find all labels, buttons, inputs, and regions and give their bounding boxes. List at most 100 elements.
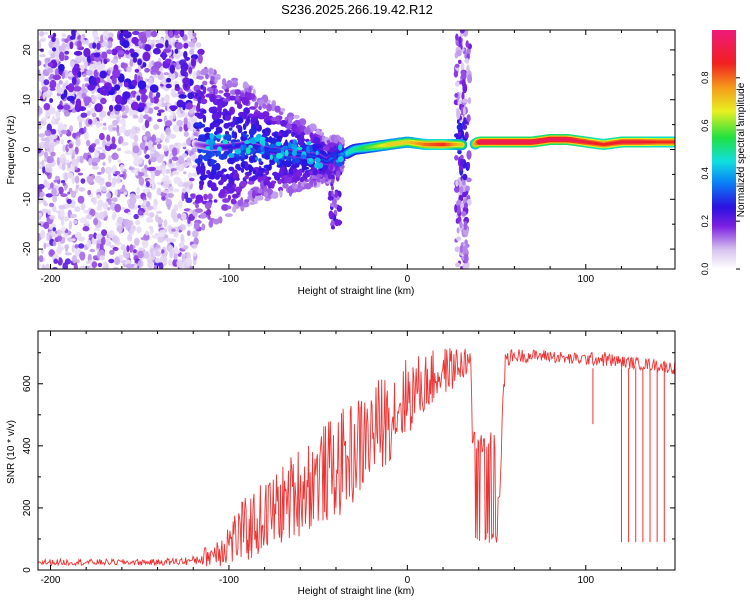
spectrogram-noise-blob xyxy=(194,116,198,121)
spectrogram-band-blob xyxy=(455,180,459,187)
spectrogram-noise-blob xyxy=(64,216,69,222)
snr-panel: -200 -100 0 100 0 200 400 600 Height of straigh… xyxy=(6,330,676,597)
spectrogram-noise-blob xyxy=(87,189,92,196)
spectrogram-noise-blob xyxy=(93,228,100,231)
spectrogram-noise-blob xyxy=(61,218,65,227)
spectrogram-noise-blob xyxy=(127,129,133,133)
spectrogram-noise-blob xyxy=(38,199,42,204)
spectrogram-noise-blob xyxy=(95,211,99,219)
spectrogram-noise-blob xyxy=(148,107,154,114)
spectrogram-noise-blob xyxy=(64,50,70,55)
spectrogram-noise-blob xyxy=(78,120,83,129)
snr-x-label: Height of straight line (km) xyxy=(298,586,415,597)
spectrogram-noise-blob xyxy=(52,74,61,81)
spectrogram-transition-blob xyxy=(216,126,223,134)
spectrogram-noise-blob xyxy=(84,59,88,69)
spectrogram-transition-blob xyxy=(303,127,311,135)
spectrogram-transition-blob xyxy=(194,123,202,127)
spectrogram-transition-blob xyxy=(248,128,256,136)
snr-y-label: SNR (10 * v/v) xyxy=(6,420,17,484)
spectrogram-ridge-blob xyxy=(287,141,292,149)
spectrogram-noise-blob xyxy=(99,211,104,220)
spectrogram-ridge-blob xyxy=(255,156,259,161)
spectrogram-transition-blob xyxy=(243,107,251,115)
spectrogram-noise-blob xyxy=(94,139,100,145)
spectrogram-noise-blob xyxy=(46,234,50,242)
spectrogram-noise-blob xyxy=(169,64,175,74)
spectrogram-noise-blob xyxy=(40,248,44,255)
spectrogram-noise-blob xyxy=(98,152,106,160)
spectrogram-transition-blob xyxy=(208,220,214,228)
spectrogram-noise-blob xyxy=(92,197,98,205)
spectrogram-noise-blob xyxy=(74,206,81,213)
spectrogram-noise-blob xyxy=(124,105,129,114)
spectrogram-transition-blob xyxy=(231,193,239,199)
spectrogram-noise-blob xyxy=(116,216,123,225)
spectrogram-transition-blob xyxy=(240,167,245,173)
spectrogram-noise-blob xyxy=(171,156,179,161)
spectrogram-noise-blob xyxy=(184,56,191,61)
spectrogram-noise-blob xyxy=(82,226,90,232)
spectrogram-noise-blob xyxy=(158,229,166,238)
spectrogram-noise-blob xyxy=(172,112,176,120)
spectrogram-noise-blob xyxy=(142,51,151,62)
spectrogram-transition-blob xyxy=(286,124,293,130)
spectrogram-transition-blob xyxy=(206,169,211,175)
spectrogram-noise-blob xyxy=(38,90,41,98)
spectrogram-noise-blob xyxy=(129,244,134,253)
spectrogram-noise-blob xyxy=(163,72,170,76)
spectrogram-noise-blob xyxy=(162,181,170,189)
spectrogram-noise-blob xyxy=(64,38,69,43)
spectrogram-noise-blob xyxy=(121,115,128,119)
spectrogram-noise-blob xyxy=(93,52,101,58)
spectrogram-noise-blob xyxy=(120,62,126,69)
spectrogram-noise-blob xyxy=(187,136,191,146)
spectrogram-transition-blob xyxy=(258,167,266,172)
snr-marks xyxy=(38,348,675,567)
spectrogram-transition-blob xyxy=(266,103,272,112)
spectrogram-transition-blob xyxy=(263,191,269,198)
spectrogram-band-blob xyxy=(466,161,471,169)
spectrogram-noise-blob xyxy=(112,246,119,251)
spectrogram-transition-blob xyxy=(291,131,296,137)
spectrogram-noise-blob xyxy=(172,170,180,175)
spectrogram-ridge-blob xyxy=(245,147,251,155)
spectrogram-transition-blob xyxy=(296,169,303,177)
spectrogram-transition-blob xyxy=(214,76,218,84)
spectrogram-noise-blob xyxy=(181,142,187,148)
spectrogram-transition-blob xyxy=(253,111,258,118)
spectrogram-noise-blob xyxy=(107,207,111,211)
spectrogram-transition-blob xyxy=(248,166,253,174)
spectrogram-noise-blob xyxy=(142,62,147,68)
spectrogram-band-blob xyxy=(454,155,459,161)
spectrogram-noise-blob xyxy=(177,155,185,165)
spectrogram-noise-blob xyxy=(70,60,75,68)
spectrogram-y-tick-label: 0 xyxy=(22,146,33,152)
spectrogram-noise-blob xyxy=(139,76,143,81)
spectrogram-noise-blob xyxy=(152,96,159,104)
spectrogram-noise-blob xyxy=(185,257,192,267)
spectrogram-transition-blob xyxy=(210,182,217,190)
spectrogram-noise-blob xyxy=(157,235,165,243)
spectrogram-noise-blob xyxy=(78,236,86,242)
spectrogram-band-blob xyxy=(459,221,463,229)
spectrogram-noise-blob xyxy=(43,242,47,250)
spectrogram-noise-blob xyxy=(111,197,118,203)
spectrogram-band-blob xyxy=(458,165,464,172)
spectrogram-noise-blob xyxy=(74,132,82,136)
spectrogram-transition-blob xyxy=(242,134,249,138)
spectrogram-noise-blob xyxy=(161,50,167,61)
spectrogram-noise-blob xyxy=(38,60,42,67)
spectrogram-noise-blob xyxy=(55,210,59,214)
spectrogram-noise-blob xyxy=(86,239,92,248)
spectrogram-noise-blob xyxy=(152,250,157,258)
spectrogram-noise-blob xyxy=(132,56,138,63)
spectrogram-transition-blob xyxy=(266,176,272,181)
spectrogram-noise-blob xyxy=(51,187,57,196)
colorbar-tick-label: 0.0 xyxy=(700,263,710,276)
spectrogram-noise-blob xyxy=(145,181,150,188)
spectrogram-noise-blob xyxy=(171,228,176,232)
spectrogram-noise-blob xyxy=(133,249,137,254)
spectrogram-noise-blob xyxy=(170,173,174,177)
spectrogram-transition-blob xyxy=(272,171,279,177)
